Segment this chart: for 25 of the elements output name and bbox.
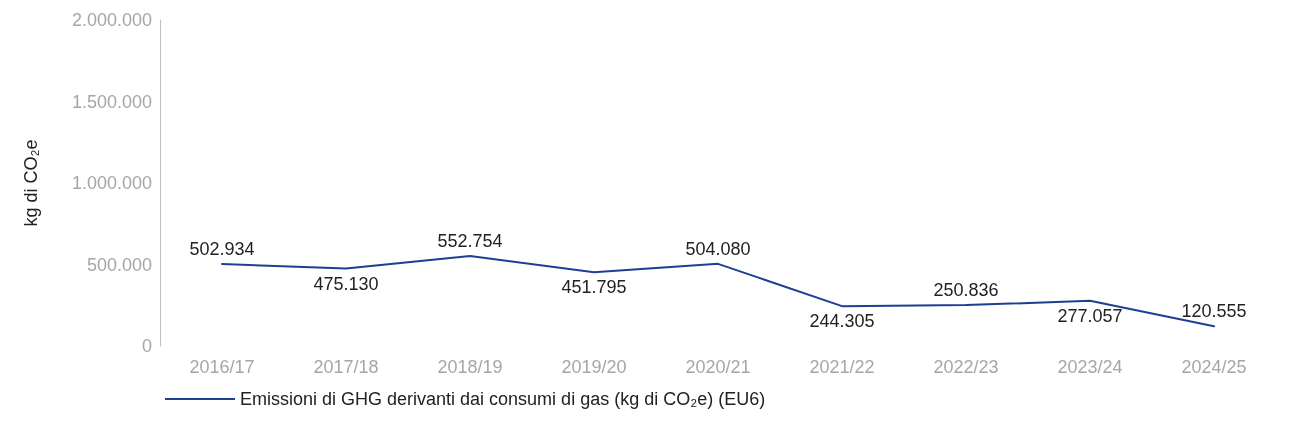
x-tick-label: 2024/25 — [1181, 357, 1247, 377]
data-label: 475.130 — [313, 273, 379, 294]
y-tick-label: 2.000.000 — [71, 10, 152, 30]
data-label: 250.836 — [933, 280, 999, 301]
data-label: 502.934 — [189, 239, 255, 260]
y-tick-label: 1.500.000 — [71, 91, 152, 112]
y-tick-label: 500.000 — [86, 254, 152, 275]
data-label: 120.555 — [1181, 301, 1247, 322]
legend-label: Emissioni di GHG derivanti dai consumi di gas (kg di CO₂e) (EU6) — [240, 389, 766, 409]
x-tick-label: 2023/24 — [1057, 357, 1123, 377]
data-label: 552.754 — [437, 230, 503, 251]
x-tick-label: 2020/21 — [685, 357, 751, 377]
data-label: 451.795 — [561, 277, 627, 298]
data-label: 244.305 — [809, 311, 875, 332]
y-tick-label: 0 — [141, 336, 152, 356]
x-tick-label: 2019/20 — [561, 357, 627, 377]
x-tick-label: 2021/22 — [809, 357, 875, 377]
data-label: 277.057 — [1057, 305, 1123, 326]
data-label: 504.080 — [685, 238, 751, 259]
x-tick-label: 2016/17 — [189, 357, 255, 377]
x-tick-label: 2017/18 — [313, 357, 379, 377]
y-tick-label: 1.000.000 — [71, 173, 152, 193]
x-tick-label: 2018/19 — [437, 357, 503, 377]
x-tick-label: 2022/23 — [933, 357, 999, 377]
y-axis-title: kg di CO₂e — [21, 139, 41, 227]
